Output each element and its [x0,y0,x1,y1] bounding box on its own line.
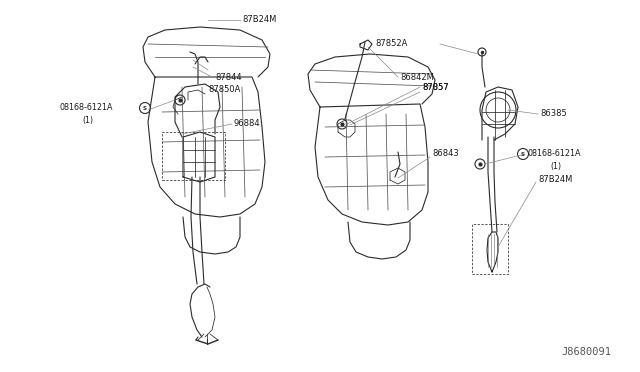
Text: J8680091: J8680091 [561,347,611,357]
Text: 86385: 86385 [540,109,567,119]
Text: 96884: 96884 [234,119,260,128]
Text: 87852A: 87852A [375,39,408,48]
Text: (1): (1) [82,115,93,125]
Text: 87857: 87857 [422,83,449,92]
Text: 86842M: 86842M [400,73,434,81]
Text: 87B24M: 87B24M [242,16,276,25]
Text: 87844: 87844 [215,73,242,81]
Text: (1): (1) [550,163,561,171]
Text: 87057: 87057 [422,83,449,92]
Text: 87B24M: 87B24M [538,174,572,183]
Text: S: S [143,106,147,110]
Text: 08168-6121A: 08168-6121A [60,103,113,112]
Text: S: S [521,151,525,157]
Text: 86843: 86843 [432,150,459,158]
Text: 87850A: 87850A [208,86,241,94]
Text: 08168-6121A: 08168-6121A [527,150,580,158]
